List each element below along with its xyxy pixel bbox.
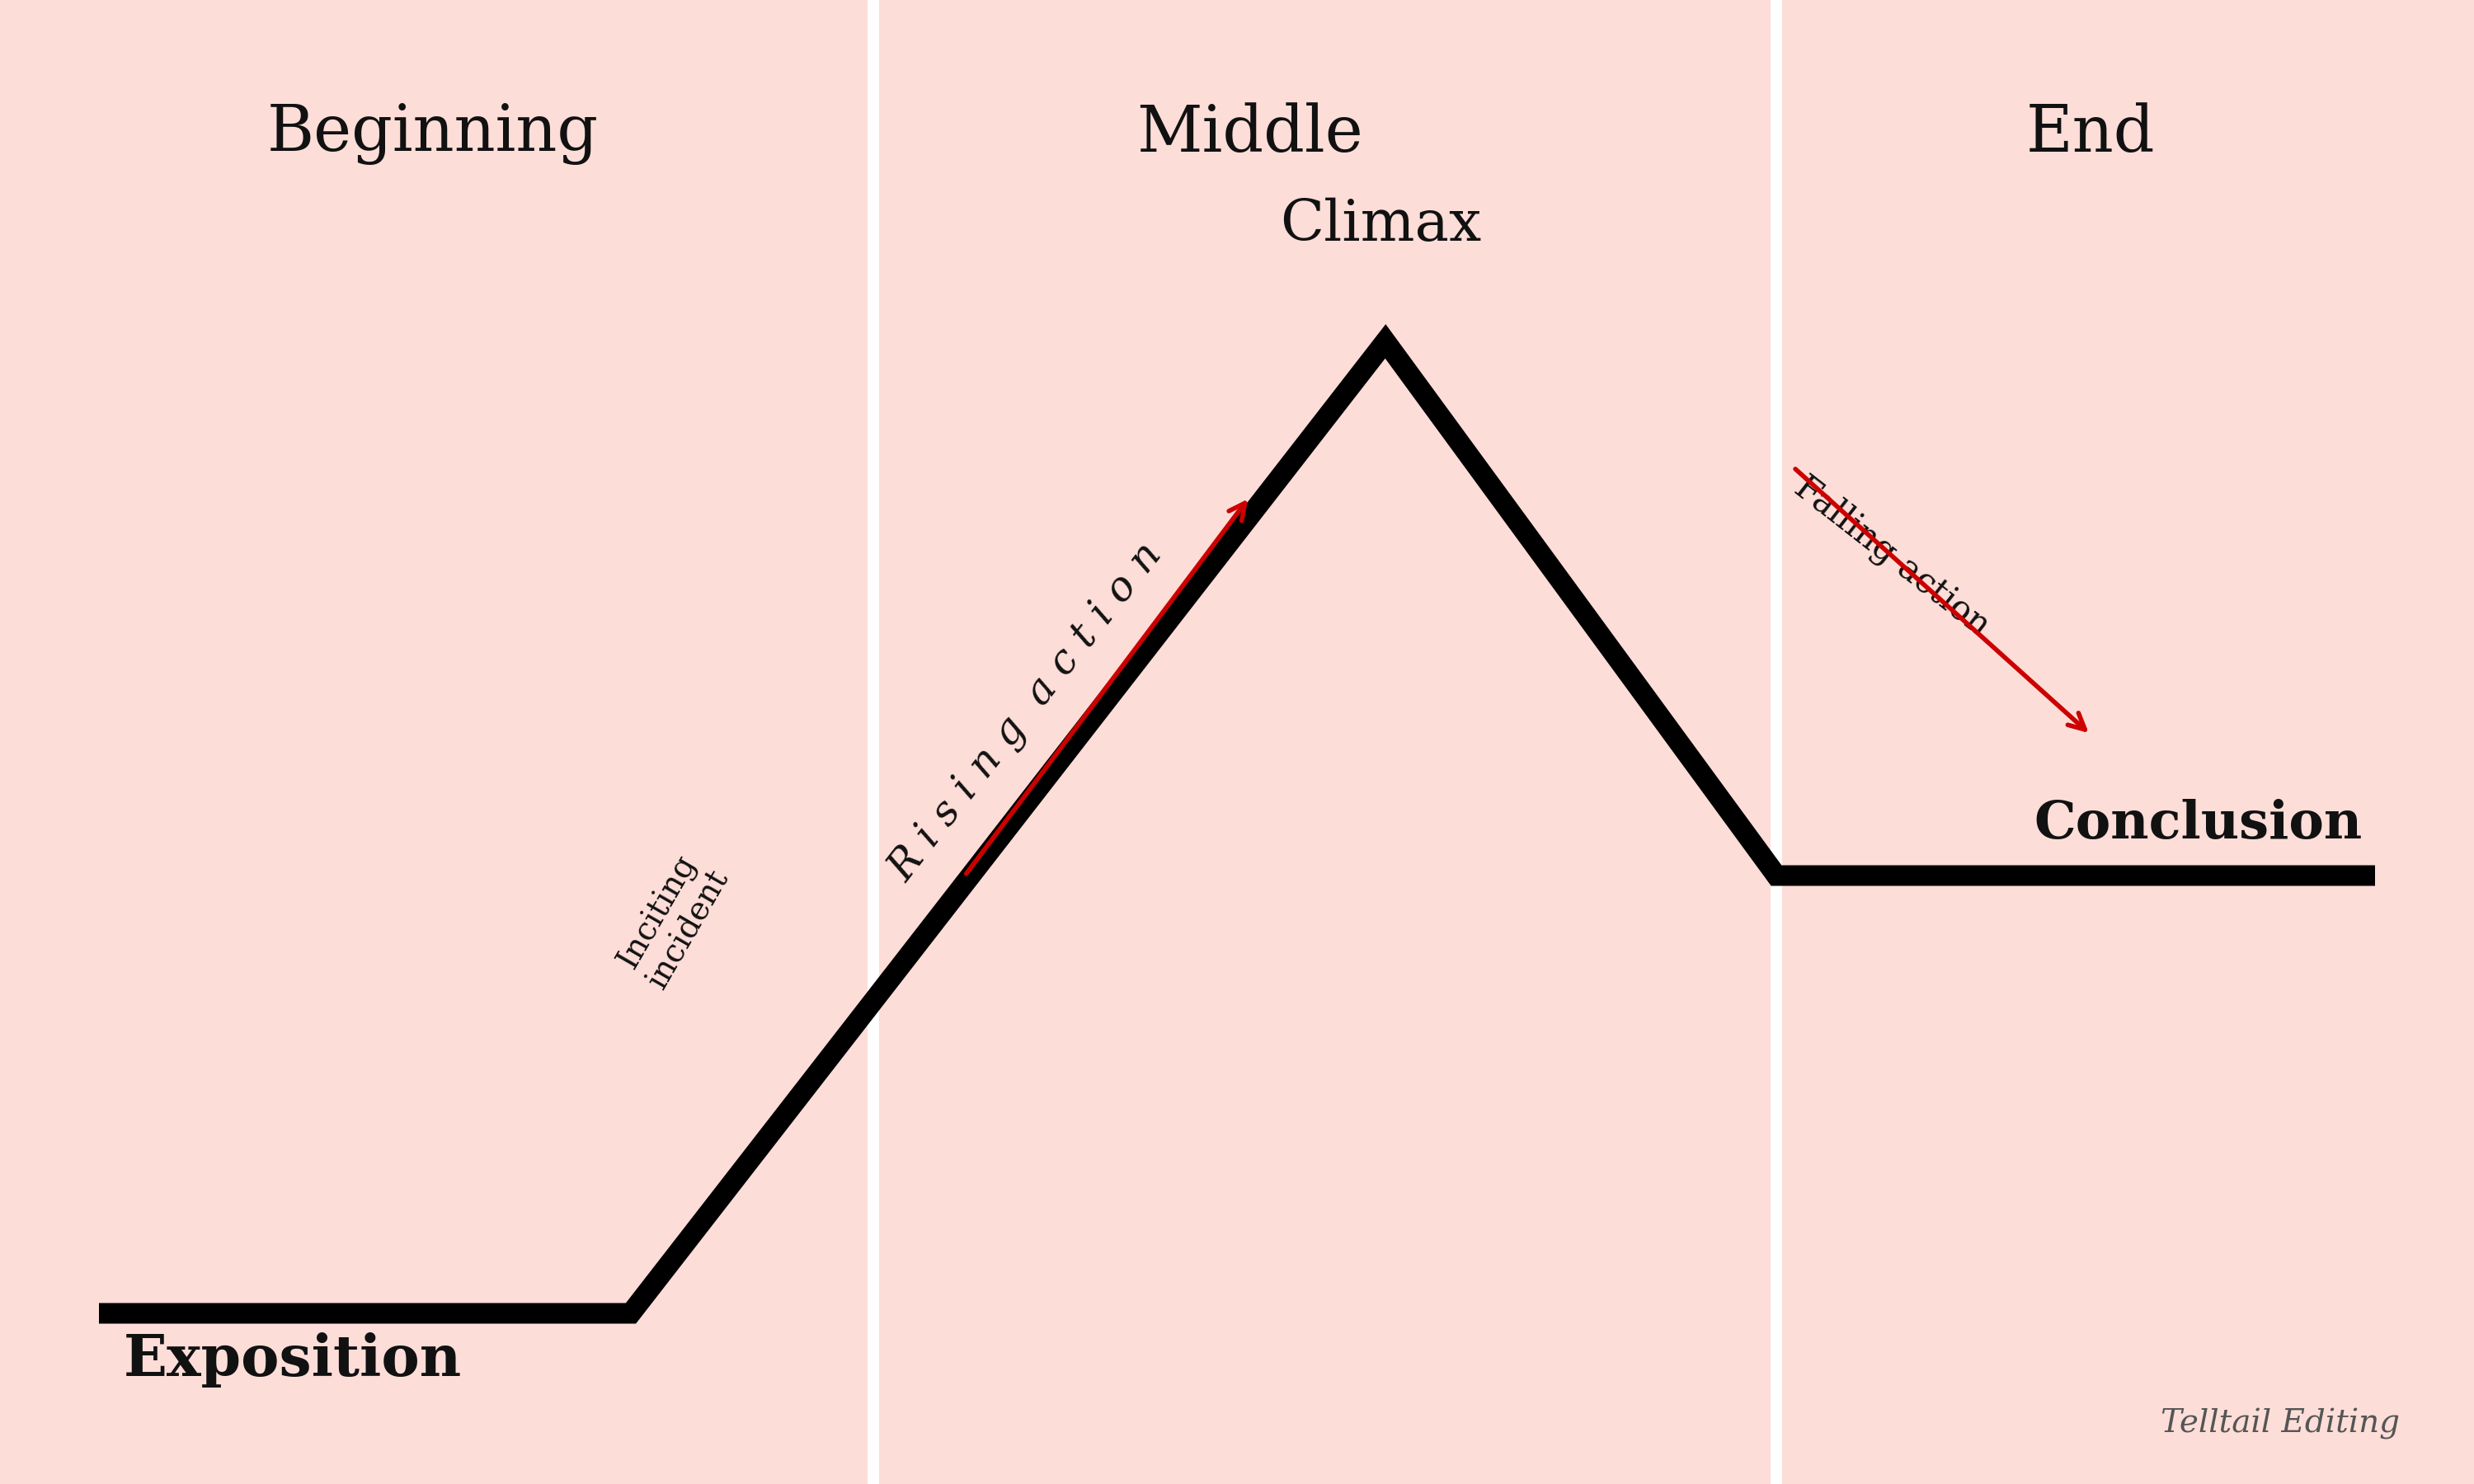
Text: Telltail Editing: Telltail Editing: [2160, 1408, 2400, 1439]
Text: Climax: Climax: [1279, 197, 1482, 252]
Text: End: End: [2026, 102, 2155, 165]
Text: Conclusion: Conclusion: [2034, 798, 2363, 849]
Text: Exposition: Exposition: [124, 1333, 463, 1388]
Text: R i s i n g  a c t i o n: R i s i n g a c t i o n: [883, 536, 1170, 889]
Text: Middle: Middle: [1136, 102, 1363, 165]
Text: Inciting
incident: Inciting incident: [611, 846, 735, 994]
Text: Beginning: Beginning: [267, 102, 599, 165]
Text: Falling action: Falling action: [1789, 469, 1997, 644]
